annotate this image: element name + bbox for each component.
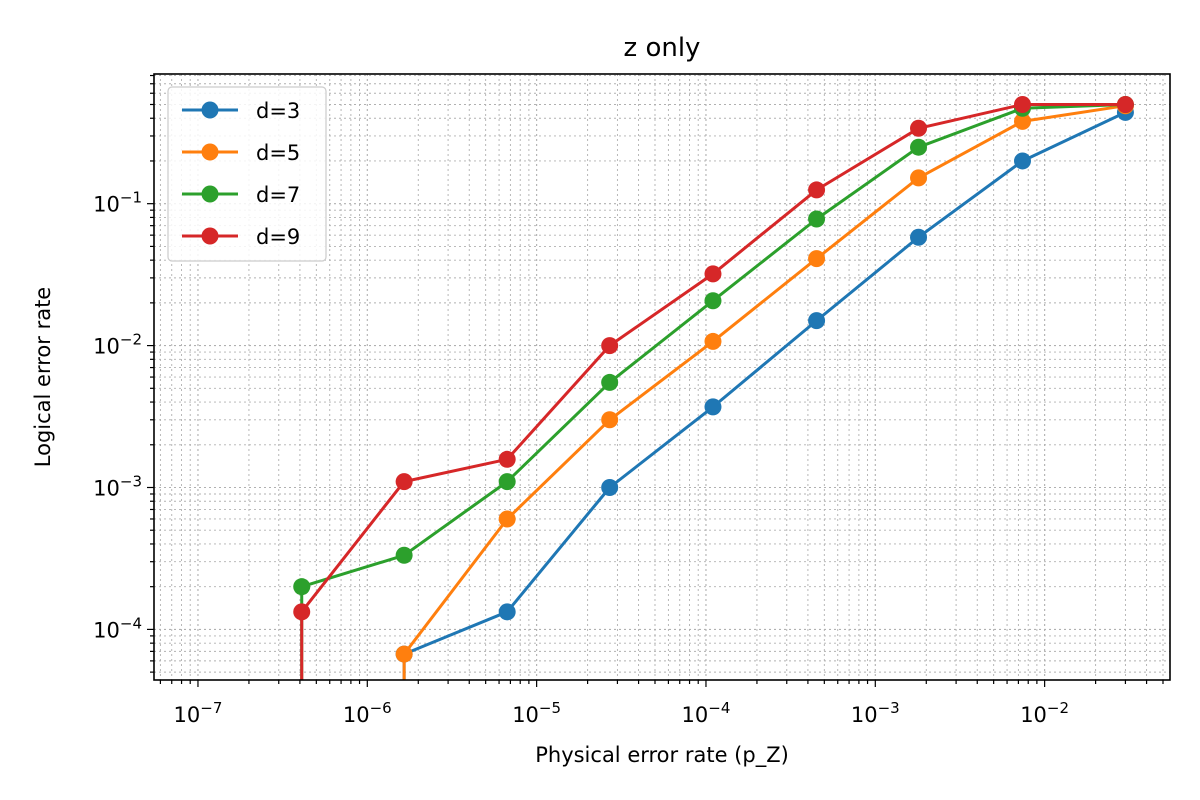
data-point	[808, 312, 826, 330]
x-tick-label: 10−4	[682, 699, 731, 727]
legend-item: d=9	[182, 225, 300, 249]
series-d=9	[293, 95, 1134, 680]
legend-label: d=5	[256, 141, 300, 165]
data-point	[498, 510, 516, 528]
y-tick-label: 10−2	[93, 331, 142, 359]
legend-label: d=3	[256, 99, 300, 123]
data-point	[910, 138, 928, 156]
y-tick-label: 10−4	[93, 614, 142, 642]
data-point	[704, 265, 722, 283]
data-point	[293, 603, 311, 621]
series-d=7	[293, 95, 1134, 680]
data-point	[1013, 95, 1031, 113]
data-point	[395, 473, 413, 491]
x-axis-label: Physical error rate (p_Z)	[535, 743, 789, 768]
data-point	[293, 578, 311, 596]
legend-marker	[201, 101, 219, 119]
legend-marker	[201, 227, 219, 245]
y-tick-label: 10−3	[93, 472, 142, 500]
data-point	[808, 210, 826, 228]
data-point	[395, 546, 413, 564]
series-layer	[293, 95, 1134, 680]
data-point	[498, 473, 516, 491]
data-point	[601, 478, 619, 496]
ticks: 10−7 10−6 10−5 10−4 10−3 10−2 10−4 10−3 10−2 10−1	[93, 74, 1164, 727]
x-tick-label: 10−2	[1020, 699, 1069, 727]
data-point	[601, 337, 619, 355]
legend-item: d=3	[182, 99, 300, 123]
legend-label: d=7	[256, 183, 300, 207]
data-point	[808, 181, 826, 199]
data-point	[498, 450, 516, 468]
legend-box	[167, 86, 327, 262]
legend-marker	[201, 143, 219, 161]
legend: d=3 d=5 d=7 d=9	[167, 86, 327, 262]
data-point	[910, 169, 928, 187]
data-point	[498, 603, 516, 621]
legend-marker	[201, 185, 219, 203]
y-axis-label: Logical error rate	[31, 287, 55, 467]
legend-label: d=9	[256, 225, 300, 249]
data-point	[808, 250, 826, 268]
series-line	[402, 104, 1126, 656]
data-point	[1116, 95, 1134, 113]
y-tick-label: 10−1	[93, 189, 142, 217]
data-point	[704, 292, 722, 310]
data-point	[704, 332, 722, 350]
series-line	[300, 103, 1126, 613]
chart-title: z only	[624, 33, 701, 63]
data-point	[601, 373, 619, 391]
series-d=3	[395, 103, 1134, 680]
x-tick-label: 10−5	[512, 699, 561, 727]
data-point	[1013, 112, 1031, 130]
data-point	[910, 119, 928, 137]
legend-item: d=5	[182, 141, 300, 165]
series-line	[403, 111, 1127, 656]
x-tick-label: 10−6	[343, 699, 392, 727]
x-tick-label: 10−7	[174, 699, 223, 727]
legend-item: d=7	[182, 183, 300, 207]
data-point	[1013, 152, 1031, 170]
data-point	[910, 228, 928, 246]
data-point	[601, 411, 619, 429]
data-point	[704, 398, 722, 416]
data-point	[395, 645, 413, 663]
x-tick-label: 10−3	[851, 699, 900, 727]
